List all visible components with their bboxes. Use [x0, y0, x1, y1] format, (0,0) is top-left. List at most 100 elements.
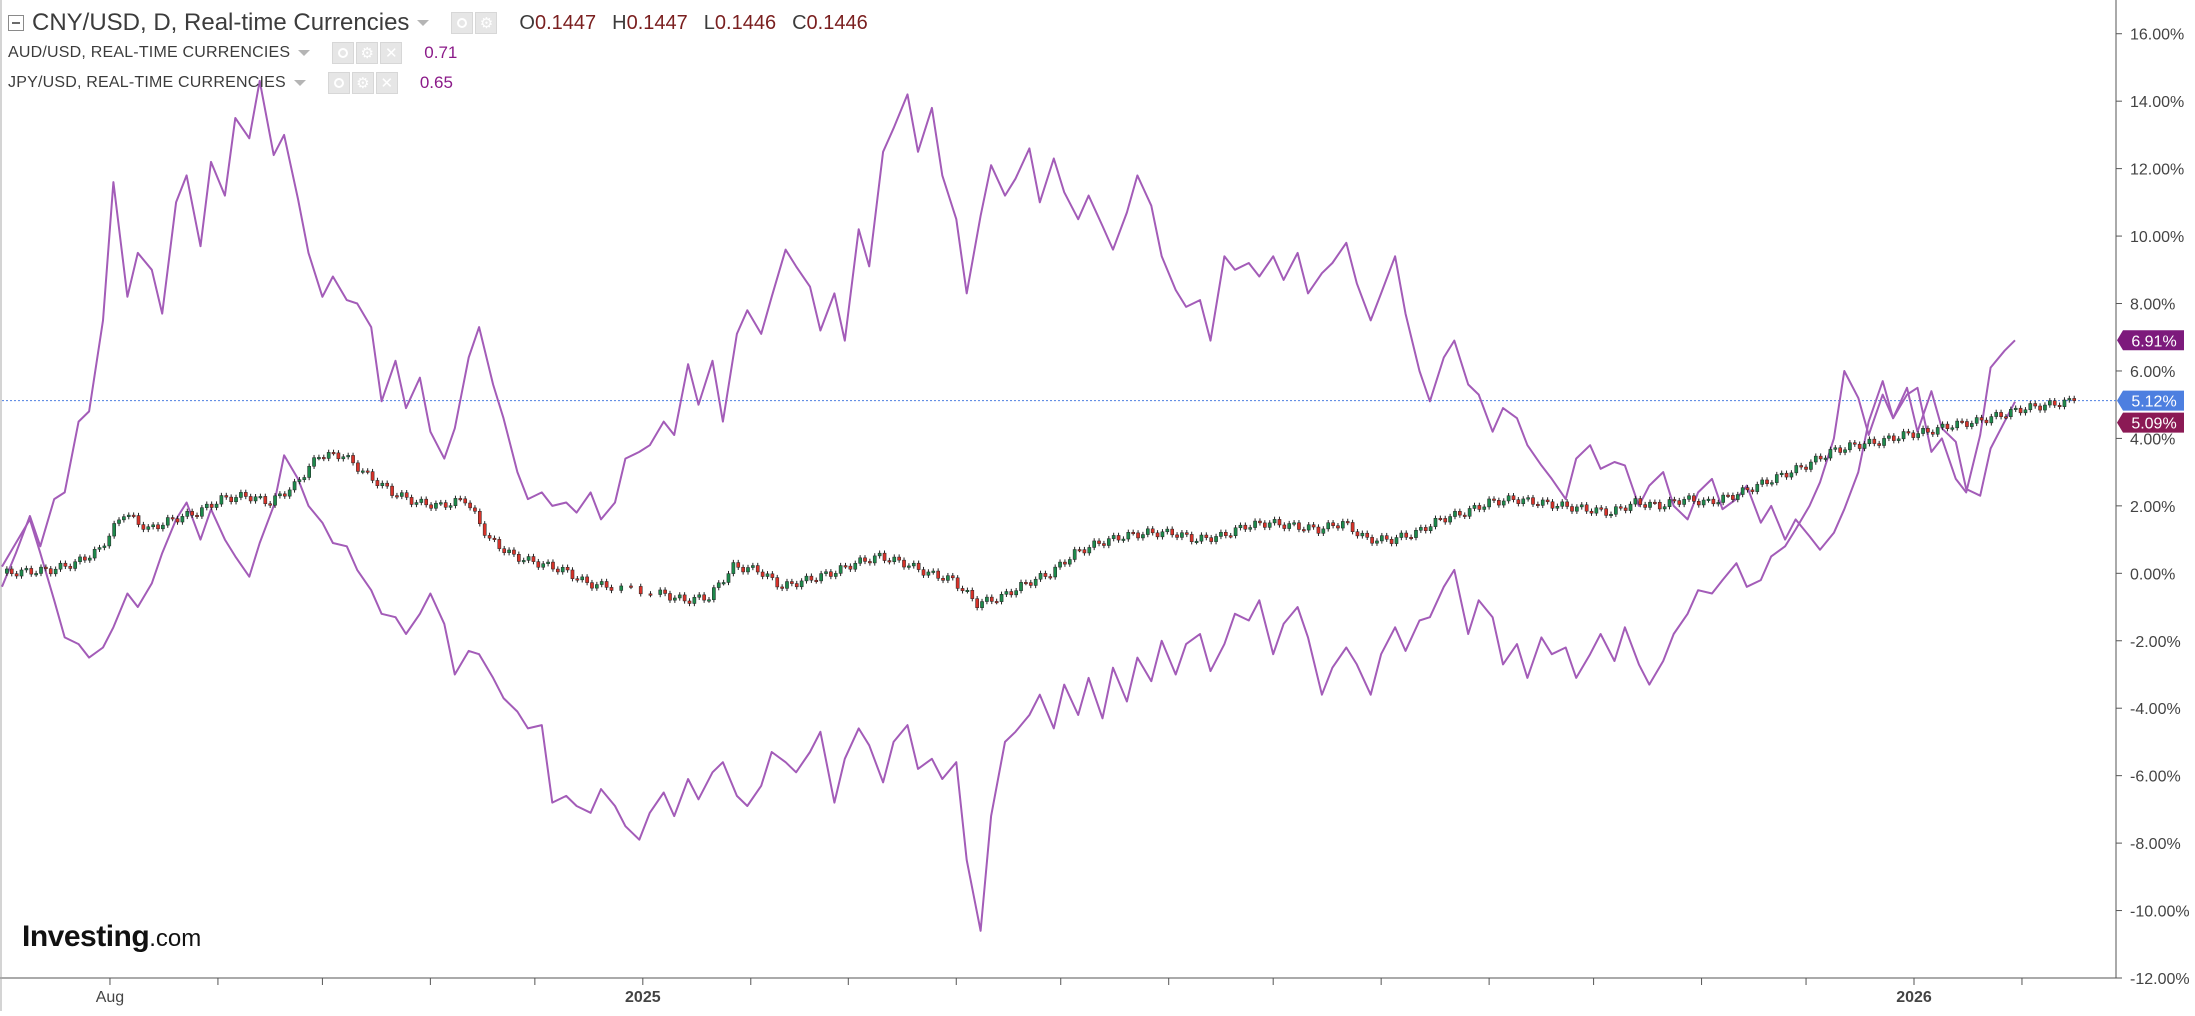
main-symbol-title[interactable]: CNY/USD, D, Real-time Currencies	[32, 9, 410, 36]
candle-body	[1443, 518, 1448, 523]
candle-body	[1487, 498, 1491, 508]
candle-body	[872, 555, 877, 564]
collapse-legend-button[interactable]	[8, 15, 24, 31]
candle-body	[1482, 506, 1487, 510]
candle-body	[1428, 526, 1433, 531]
candle-body	[955, 577, 960, 589]
candle-body	[712, 587, 716, 600]
candle-body	[1199, 534, 1204, 542]
candle-body	[507, 549, 511, 553]
candle-body	[219, 495, 224, 505]
candle-body	[1526, 497, 1530, 500]
candle-body	[819, 573, 823, 582]
candle-body	[1926, 428, 1930, 433]
candle-body	[833, 573, 838, 577]
candle-body	[1316, 526, 1321, 534]
last-value-badge-cny-usd: 5.12%	[2117, 390, 2184, 411]
candle-body	[1384, 535, 1389, 540]
candle-body	[156, 524, 160, 530]
candle-body	[141, 524, 146, 530]
close-icon[interactable]: ✕	[380, 42, 403, 64]
candle-body	[97, 547, 102, 550]
candle-body	[1180, 532, 1184, 538]
chevron-down-icon[interactable]	[417, 20, 430, 26]
candle-body	[92, 549, 97, 559]
y-tick-label: -12.00%	[2130, 971, 2190, 988]
candle-body	[1175, 534, 1179, 538]
candle-body	[907, 565, 911, 568]
y-tick-label: 8.00%	[2130, 297, 2175, 314]
candle-body	[804, 575, 809, 582]
candle-body	[1028, 582, 1033, 586]
candle-body	[1106, 538, 1111, 546]
candle-body	[185, 511, 190, 517]
candle-body	[892, 556, 897, 562]
candle-body	[331, 452, 336, 455]
gear-icon[interactable]: ⚙	[351, 72, 374, 94]
chevron-down-icon[interactable]	[298, 50, 311, 56]
candle-body	[902, 559, 906, 568]
candle-body	[1111, 535, 1116, 539]
candle-body	[1648, 501, 1652, 508]
candle-body	[1077, 549, 1082, 552]
candle-body	[1438, 518, 1443, 521]
candle-body	[68, 566, 73, 569]
candle-body	[1916, 433, 1920, 438]
candle-body	[663, 589, 667, 594]
candle-body	[1209, 537, 1214, 542]
close-icon[interactable]: ✕	[375, 72, 398, 94]
gear-icon[interactable]: ⚙	[356, 42, 379, 64]
candle-body	[1682, 499, 1686, 505]
candle-body	[731, 562, 736, 574]
candle-body	[726, 573, 731, 583]
visibility-eye-icon[interactable]	[451, 12, 474, 34]
candle-body	[385, 482, 390, 487]
candle-body	[1326, 522, 1331, 530]
chevron-down-icon[interactable]	[293, 80, 306, 86]
candle-body	[1638, 498, 1643, 505]
candle-body	[234, 497, 238, 502]
main-series-tools: ⚙	[451, 12, 498, 34]
candle-body	[838, 565, 843, 574]
candle-body	[1721, 494, 1725, 503]
y-tick-label: 6.00%	[2130, 364, 2175, 381]
candle-body	[1672, 499, 1677, 502]
candle-body	[1043, 573, 1048, 577]
candle-body	[1267, 522, 1272, 528]
candle-body	[19, 569, 24, 577]
candle-body	[1848, 442, 1852, 451]
candle-body	[599, 581, 604, 585]
candle-body	[1696, 501, 1701, 506]
visibility-eye-icon[interactable]	[327, 72, 350, 94]
candle-body	[1121, 538, 1126, 541]
candle-body	[1341, 521, 1345, 529]
minus-icon	[12, 22, 20, 24]
candle-body	[1506, 495, 1511, 502]
candle-body	[409, 497, 414, 505]
candle-body	[2043, 404, 2047, 411]
candle-body	[1277, 519, 1282, 526]
gear-icon[interactable]: ⚙	[475, 12, 498, 34]
candle-body	[1092, 540, 1096, 548]
candle-body	[204, 503, 209, 508]
compare-jpy-label[interactable]: JPY/USD, REAL-TIME CURRENCIES	[8, 74, 286, 91]
candle-body	[497, 539, 502, 549]
compare-aud-label[interactable]: AUD/USD, REAL-TIME CURRENCIES	[8, 44, 291, 61]
candle-body	[1409, 536, 1413, 539]
candle-body	[112, 523, 116, 537]
candle-body	[985, 596, 989, 602]
candle-body	[1701, 499, 1706, 506]
candle-body	[268, 503, 272, 506]
candle-body	[1448, 516, 1452, 523]
candle-body	[1560, 501, 1565, 507]
visibility-eye-icon[interactable]	[332, 42, 355, 64]
candle-body	[439, 502, 443, 505]
candle-body	[39, 566, 43, 574]
candle-body	[1072, 549, 1077, 560]
candle-body	[1633, 498, 1638, 505]
candle-body	[868, 561, 872, 564]
candle-body	[1165, 528, 1170, 533]
candle-body	[916, 562, 921, 570]
